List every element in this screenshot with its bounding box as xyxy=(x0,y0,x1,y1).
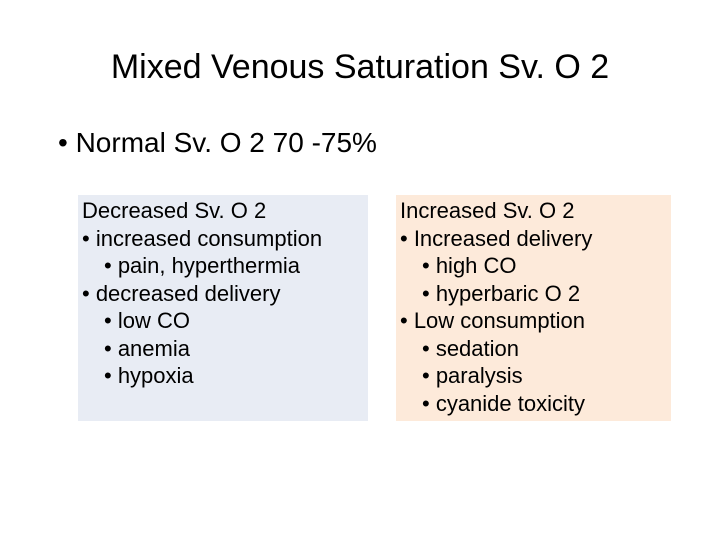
increased-heading: Increased Sv. O 2 xyxy=(400,197,665,225)
list-item: • cyanide toxicity xyxy=(400,390,665,418)
list-item: • hyperbaric O 2 xyxy=(400,280,665,308)
slide-title: Mixed Venous Saturation Sv. O 2 xyxy=(50,48,670,87)
list-item: • decreased delivery xyxy=(82,280,362,308)
list-item: • high CO xyxy=(400,252,665,280)
columns: Decreased Sv. O 2 • increased consumptio… xyxy=(78,195,660,421)
list-item: • paralysis xyxy=(400,362,665,390)
slide: Mixed Venous Saturation Sv. O 2 • Normal… xyxy=(0,0,720,540)
normal-range-line: • Normal Sv. O 2 70 -75% xyxy=(58,127,670,159)
decreased-heading: Decreased Sv. O 2 xyxy=(82,197,362,225)
decreased-box: Decreased Sv. O 2 • increased consumptio… xyxy=(78,195,368,421)
list-item: • sedation xyxy=(400,335,665,363)
increased-box: Increased Sv. O 2 • Increased delivery •… xyxy=(396,195,671,421)
list-item: • Increased delivery xyxy=(400,225,665,253)
list-item: • low CO xyxy=(82,307,362,335)
list-item: • hypoxia xyxy=(82,362,362,390)
list-item: • pain, hyperthermia xyxy=(82,252,362,280)
list-item: • increased consumption xyxy=(82,225,362,253)
list-item: • anemia xyxy=(82,335,362,363)
list-item: • Low consumption xyxy=(400,307,665,335)
